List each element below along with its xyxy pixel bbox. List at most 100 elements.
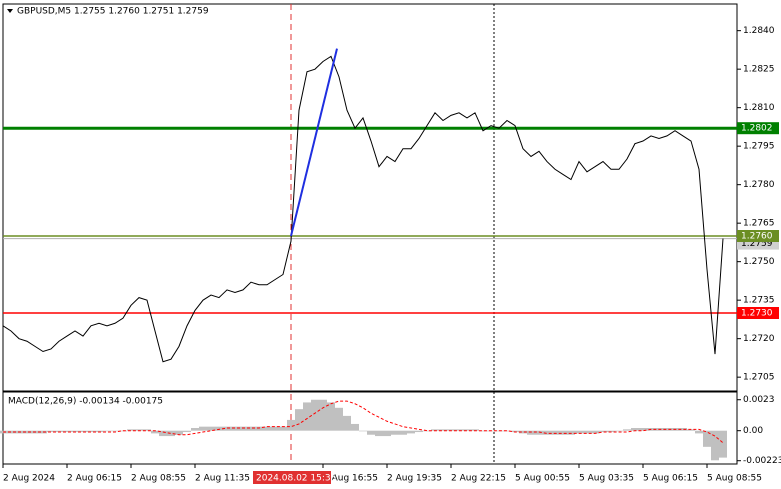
macd-bar	[543, 430, 551, 435]
macd-bar	[431, 429, 439, 431]
macd-bar	[599, 430, 607, 433]
macd-bar	[63, 430, 71, 433]
x-tick-label: 2 Aug 19:35	[387, 474, 442, 484]
macd-bar	[479, 430, 487, 432]
macd-bar	[23, 430, 31, 434]
macd-bar	[327, 402, 335, 431]
macd-bar	[55, 430, 63, 433]
macd-bar	[239, 426, 247, 431]
crosshair-time: 2024.08.02 15:35	[256, 474, 336, 484]
macd-bar	[711, 430, 719, 461]
x-tick-label: 5 Aug 06:15	[643, 474, 698, 484]
macd-bar	[47, 430, 55, 433]
macd-bar	[695, 430, 703, 434]
macd-bar	[615, 430, 623, 432]
bid-label: 1.2759	[741, 239, 773, 249]
macd-bar	[311, 399, 319, 431]
macd-bar	[591, 430, 599, 434]
macd-bar	[263, 426, 271, 431]
macd-bar	[559, 430, 567, 435]
macd-bar	[567, 430, 575, 435]
x-tick-label: 2 Aug 08:55	[131, 474, 186, 484]
macd-bar	[159, 430, 167, 437]
crosshair-time-box	[253, 471, 331, 484]
y-tick-label: 1.2840	[743, 26, 775, 36]
macd-bar	[551, 430, 559, 435]
macd-bar	[679, 428, 687, 431]
macd-bar	[407, 430, 415, 434]
macd-bar	[223, 426, 231, 431]
macd-tick-label: 0.0023	[743, 395, 775, 405]
macd-bar	[95, 430, 103, 433]
macd-bar	[183, 430, 191, 433]
level-label-box	[737, 307, 779, 319]
macd-bar	[231, 426, 239, 431]
y-tick-label: 1.2705	[743, 373, 775, 383]
macd-bar	[687, 429, 695, 431]
macd-bar	[623, 429, 631, 431]
macd-bar	[103, 430, 111, 432]
macd-bar	[399, 430, 407, 435]
macd-bar	[719, 430, 727, 458]
macd-bar	[175, 430, 183, 435]
macd-bar	[167, 430, 175, 437]
price-line	[2, 55, 724, 363]
macd-bar	[375, 430, 383, 437]
level-label-box	[737, 122, 779, 135]
macd-bar	[359, 430, 367, 432]
macd-bar	[303, 402, 311, 431]
x-tick-label: 2 Aug 11:35	[195, 474, 250, 484]
macd-bar	[127, 429, 135, 431]
macd-bar	[583, 430, 591, 434]
macd-bar	[335, 407, 343, 431]
macd-bar	[279, 426, 287, 431]
y-tick-label: 1.2810	[743, 103, 775, 113]
macd-bar	[423, 430, 431, 432]
macd-bar	[575, 430, 583, 434]
x-tick-label: 5 Aug 00:55	[515, 474, 570, 484]
macd-bar	[111, 430, 119, 432]
macd-bar	[367, 430, 375, 435]
menu-arrow[interactable]	[7, 9, 13, 13]
macd-bar	[519, 430, 527, 434]
macd-bar	[415, 430, 423, 433]
y-tick-label: 1.2795	[743, 142, 775, 152]
macd-bar	[199, 426, 207, 431]
macd-bar	[439, 429, 447, 431]
y-tick-label: 1.2720	[743, 334, 775, 344]
macd-bar	[79, 430, 87, 433]
macd-bar	[151, 430, 159, 434]
macd-bar	[471, 429, 479, 431]
macd-bar	[631, 428, 639, 431]
macd-bar	[463, 429, 471, 431]
x-tick-label: 5 Aug 03:35	[579, 474, 634, 484]
macd-tick-label: 0.00	[743, 426, 763, 436]
x-tick-label: 2 Aug 16:55	[323, 474, 378, 484]
macd-bar	[247, 426, 255, 431]
macd-bar	[215, 426, 223, 431]
macd-bar	[295, 409, 303, 431]
level-label: 1.2730	[741, 309, 773, 319]
macd-bar	[135, 429, 143, 431]
macd-bar	[343, 415, 351, 431]
macd-bar	[527, 430, 535, 435]
y-tick-label: 1.2780	[743, 180, 775, 190]
macd-bar	[663, 428, 671, 431]
y-tick-label: 1.2735	[743, 296, 775, 306]
level-label: 1.2802	[741, 124, 773, 134]
macd-bar	[71, 430, 79, 433]
macd-bar	[703, 430, 711, 447]
macd-label: MACD(12,26,9) -0.00134 -0.00175	[8, 397, 163, 407]
y-tick-label: 1.2750	[743, 257, 775, 267]
macd-bar	[447, 429, 455, 431]
macd-bar	[207, 426, 215, 431]
level-label-box	[737, 230, 779, 242]
macd-bar	[191, 428, 199, 431]
macd-bar	[255, 426, 263, 431]
macd-bar	[607, 430, 615, 433]
level-label: 1.2760	[741, 232, 773, 242]
macd-bar	[511, 430, 519, 433]
macd-bar	[287, 419, 295, 431]
macd-bar	[383, 430, 391, 437]
